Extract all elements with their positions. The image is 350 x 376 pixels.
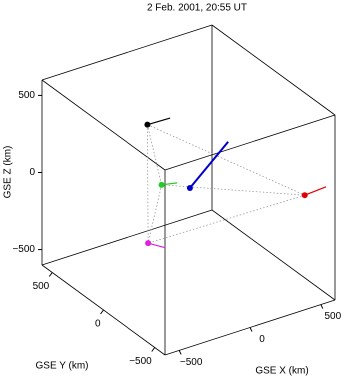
x-tick xyxy=(178,350,182,355)
y-axis-label: GSE Y (km) xyxy=(36,361,89,372)
tetra-edge xyxy=(148,194,305,244)
y-tick-label: 0 xyxy=(95,319,101,330)
tetra-edge xyxy=(147,124,149,244)
x-tick xyxy=(249,327,253,332)
vector xyxy=(189,141,229,189)
tetra-edge xyxy=(147,124,305,196)
box-edge xyxy=(41,79,166,171)
z-axis-label: GSE Z (km) xyxy=(3,146,14,199)
tetra-edge xyxy=(161,184,305,196)
spacecraft-point xyxy=(144,121,151,128)
chart-title: 2 Feb. 2001, 20:55 UT xyxy=(147,3,247,14)
x-tick-label: −500 xyxy=(180,357,203,368)
y-tick xyxy=(48,272,53,277)
spacecraft-point xyxy=(145,240,152,247)
tetra-edge xyxy=(147,184,162,244)
x-axis-label: GSE X (km) xyxy=(255,366,308,376)
tetra-edge xyxy=(147,124,162,185)
spacecraft-point xyxy=(158,181,165,188)
box-edge xyxy=(41,24,213,81)
x-tick-label: 0 xyxy=(259,334,265,345)
vector xyxy=(147,117,171,126)
box-edge xyxy=(41,209,213,266)
y-tick-label: 500 xyxy=(33,281,50,292)
x-tick-label: 500 xyxy=(324,311,341,322)
z-tick-label: −500 xyxy=(12,244,35,255)
vector xyxy=(304,186,327,196)
y-tick xyxy=(100,309,104,315)
z-tick-label: 0 xyxy=(29,167,35,178)
y-tick xyxy=(151,347,156,352)
spacecraft-point xyxy=(301,192,308,199)
spacecraft-point xyxy=(186,185,193,191)
z-tick-label: 500 xyxy=(18,90,35,101)
box-edge xyxy=(211,209,336,301)
y-tick-label: −500 xyxy=(129,356,152,367)
x-tick xyxy=(320,304,324,309)
box-edge xyxy=(164,114,336,171)
box-edge xyxy=(211,24,336,116)
